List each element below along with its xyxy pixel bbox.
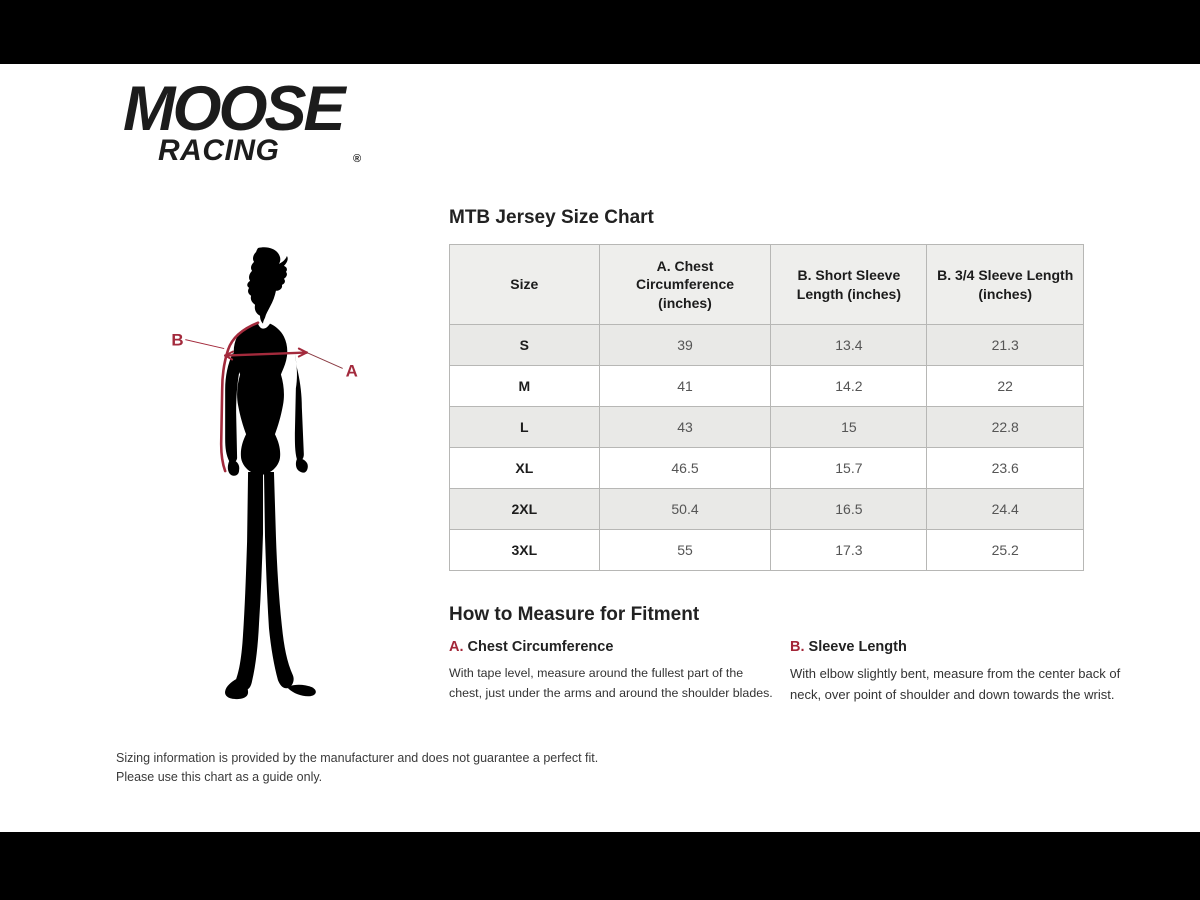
- svg-text:A: A: [346, 361, 358, 380]
- svg-text:B: B: [171, 331, 183, 350]
